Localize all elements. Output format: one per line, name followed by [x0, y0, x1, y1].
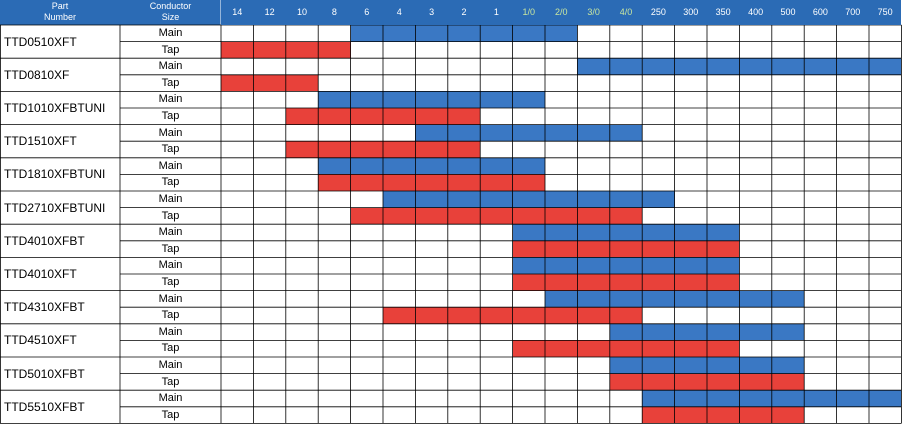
bar-ttd0510xft-main — [350, 25, 578, 42]
row-label-main: Main — [158, 126, 183, 139]
bar-ttd1810xfbtuni-tap — [318, 174, 545, 191]
row-label-main: Main — [158, 27, 183, 39]
part-number-ttd1010xfbtuni: TTD1010XFBTUNI — [4, 100, 106, 115]
row-label-main: Main — [158, 159, 183, 172]
row-label-tap: Tap — [161, 342, 180, 355]
part-number-header: Part Number — [0, 0, 120, 25]
part-number-ttd1510xft: TTD1510XFT — [4, 134, 77, 149]
part-header-line2: Number — [43, 12, 76, 22]
row-label-tap: Tap — [161, 143, 180, 156]
size-header-250: 250 — [642, 0, 675, 25]
size-header-4: 4 — [383, 0, 416, 25]
bar-ttd4010xfbt-main — [512, 224, 740, 241]
part-number-ttd5010xfbt: TTD5010XFBT — [4, 366, 85, 381]
row-label-tap: Tap — [161, 242, 180, 255]
size-header-300: 300 — [674, 0, 707, 25]
row-label-tap: Tap — [161, 309, 180, 322]
row-label-tap: Tap — [161, 43, 180, 56]
size-header-500: 500 — [771, 0, 805, 25]
row-label-main: Main — [158, 193, 183, 205]
row-label-tap: Tap — [161, 375, 180, 388]
size-header-3: 3 — [415, 0, 448, 25]
row-label-tap: Tap — [161, 176, 180, 189]
size-header-700: 700 — [836, 0, 869, 25]
size-header-1: 1 — [480, 0, 513, 25]
row-label-main: Main — [158, 93, 183, 106]
size-header-14: 14 — [221, 0, 254, 25]
bar-ttd4510xft-tap — [512, 340, 740, 357]
part-number-ttd0810xf: TTD0810XF — [4, 67, 70, 82]
size-header-12: 12 — [253, 0, 286, 25]
part-number-ttd1810xfbtuni: TTD1810XFBTUNI — [4, 167, 106, 182]
size-header-2: 2 — [447, 0, 481, 25]
row-label-main: Main — [158, 359, 183, 371]
bar-ttd1510xft-main — [415, 124, 643, 142]
part-number-ttd0510xft: TTD0510XFT — [4, 34, 77, 49]
row-label-main: Main — [158, 292, 183, 305]
size-header-8: 8 — [318, 0, 351, 25]
size-header-3-0: 3/0 — [577, 0, 610, 25]
bar-ttd4010xft-tap — [512, 274, 740, 291]
conductor-size-header: Conductor Size — [120, 0, 221, 25]
part-number-ttd4010xft: TTD4010XFT — [4, 266, 77, 281]
bar-ttd4010xfbt-tap — [512, 240, 740, 258]
size-header-2-0: 2/0 — [545, 0, 578, 25]
row-label-tap: Tap — [161, 408, 180, 421]
conductor-header-line1: Conductor — [149, 1, 192, 11]
size-header-10: 10 — [285, 0, 319, 25]
part-number-ttd4510xft: TTD4510XFT — [4, 333, 77, 348]
part-number-ttd4010xfbt: TTD4010XFBT — [4, 233, 85, 248]
bar-ttd2710xfbtuni-tap — [350, 207, 643, 225]
row-label-main: Main — [158, 60, 183, 73]
bar-ttd0810xf-tap — [221, 74, 319, 92]
row-label-main: Main — [158, 259, 183, 272]
conductor-header-line2: Size — [161, 12, 180, 22]
size-header-750: 750 — [869, 0, 902, 25]
size-header-400: 400 — [739, 0, 772, 25]
size-header-600: 600 — [804, 0, 837, 25]
row-label-main: Main — [158, 392, 183, 405]
row-label-tap: Tap — [161, 276, 180, 288]
size-header-4-0: 4/0 — [609, 0, 643, 25]
row-label-tap: Tap — [161, 209, 180, 222]
row-label-tap: Tap — [161, 76, 180, 89]
part-header-line1: Part — [51, 1, 69, 11]
size-header-1-0: 1/0 — [512, 0, 545, 25]
part-number-ttd2710xfbtuni: TTD2710XFBTUNI — [4, 200, 106, 215]
bar-ttd4010xft-main — [512, 257, 740, 274]
part-number-ttd4310xfbt: TTD4310XFBT — [4, 300, 85, 315]
bar-ttd1010xfbtuni-main — [318, 91, 545, 108]
size-header-350: 350 — [707, 0, 740, 25]
row-label-main: Main — [158, 325, 183, 338]
row-label-tap: Tap — [161, 110, 180, 122]
row-label-main: Main — [158, 226, 183, 239]
bar-ttd1810xfbtuni-main — [318, 157, 545, 175]
size-header-6: 6 — [350, 0, 383, 25]
bar-ttd5510xfbt-tap — [642, 406, 805, 424]
bar-ttd2710xfbtuni-main — [383, 191, 675, 208]
part-number-ttd5510xfbt: TTD5510XFBT — [4, 399, 85, 414]
